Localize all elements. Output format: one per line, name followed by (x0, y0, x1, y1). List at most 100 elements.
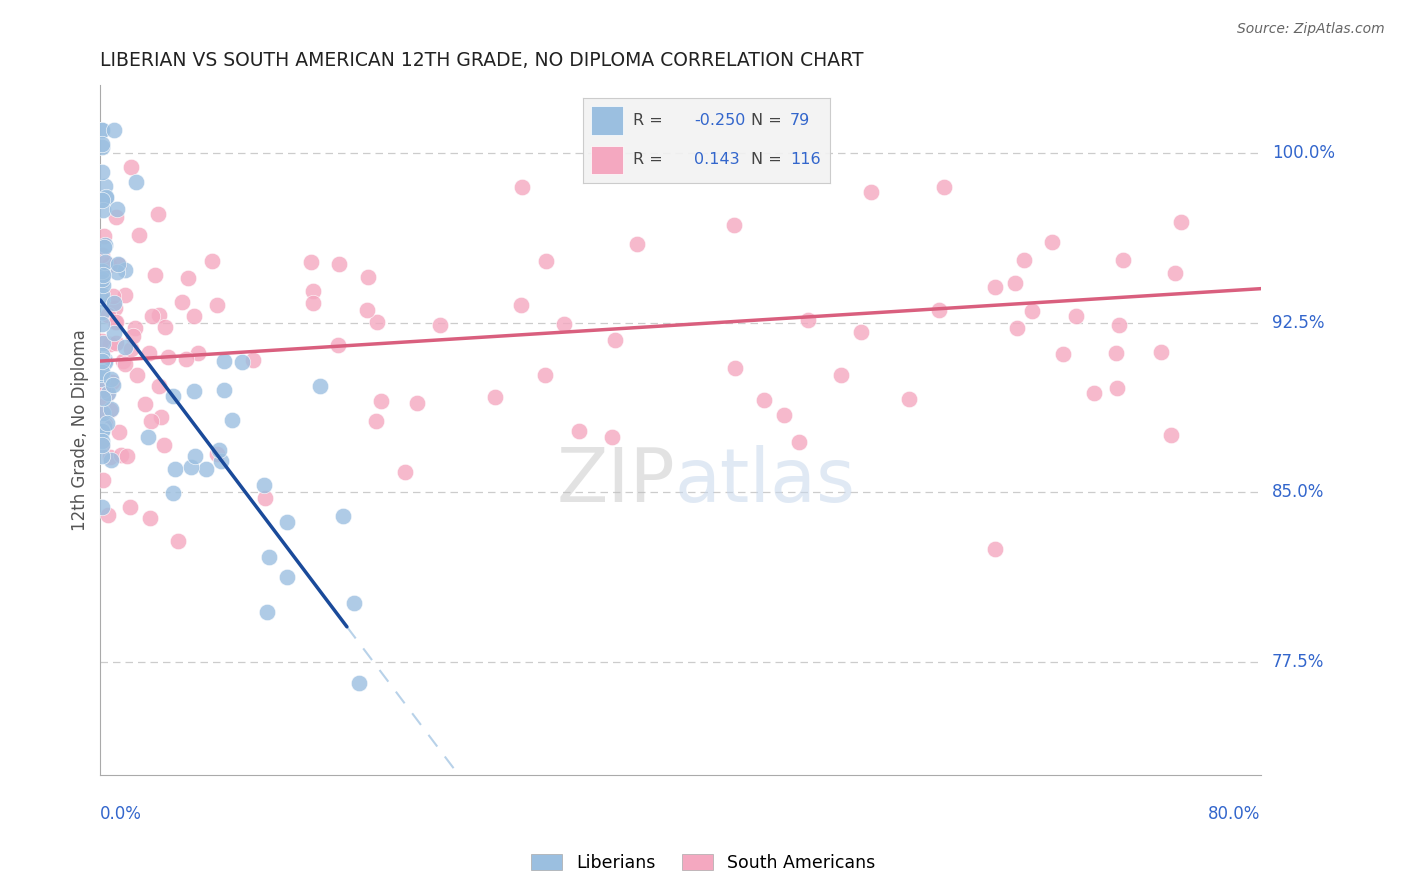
Point (276, 515, 298, 529)
Point (205, 447, 228, 461)
Point (114, 358, 136, 372)
Point (166, 534, 188, 549)
Point (1108, 318, 1130, 332)
Point (90, 194, 112, 208)
Point (112, 354, 135, 368)
Point (98, 450, 121, 464)
Point (1163, 266, 1185, 280)
Point (342, 596, 364, 610)
Point (94, 238, 117, 252)
Point (90, 318, 112, 332)
Point (773, 408, 796, 422)
Point (94, 417, 117, 431)
Point (103, 296, 125, 310)
Point (162, 485, 184, 500)
Point (1160, 428, 1182, 442)
Point (128, 227, 150, 242)
Point (90, 500, 112, 515)
Point (101, 375, 124, 389)
Point (90, 292, 112, 306)
Point (90, 423, 112, 437)
Point (849, 326, 872, 340)
Point (180, 460, 202, 475)
Point (105, 202, 128, 216)
Point (600, 430, 623, 444)
Point (105, 210, 128, 224)
Point (510, 179, 533, 194)
Point (104, 301, 127, 315)
Point (122, 329, 145, 343)
Point (114, 263, 136, 277)
Point (1150, 345, 1173, 359)
Point (125, 175, 148, 189)
Point (103, 326, 125, 341)
Y-axis label: 12th Grade, No Diploma: 12th Grade, No Diploma (72, 329, 89, 531)
Point (797, 313, 820, 327)
Point (830, 368, 852, 383)
Point (207, 443, 229, 458)
Point (97, 308, 120, 322)
Point (94, 255, 117, 269)
Point (91, 384, 114, 398)
Point (96, 191, 118, 205)
Point (105, 335, 128, 350)
Point (114, 288, 136, 302)
Point (257, 549, 280, 564)
Text: 116: 116 (790, 153, 821, 168)
Point (1112, 252, 1135, 267)
Point (105, 264, 128, 278)
Point (90, 140, 112, 154)
Point (301, 285, 323, 299)
Point (724, 360, 747, 375)
Text: N =: N = (751, 112, 782, 128)
Point (91, 473, 114, 487)
Text: R =: R = (633, 112, 662, 128)
Point (115, 450, 138, 464)
Point (370, 394, 392, 409)
Point (332, 508, 354, 523)
Point (110, 449, 132, 463)
Point (93, 229, 115, 244)
Point (104, 315, 127, 329)
Point (1083, 386, 1105, 401)
Point (253, 491, 276, 505)
Point (90, 419, 112, 434)
Point (90, 365, 112, 379)
Point (91, 434, 114, 449)
Point (347, 676, 370, 690)
Point (103, 123, 125, 137)
Point (91, 405, 114, 419)
Point (510, 298, 533, 312)
Point (155, 320, 177, 334)
Point (100, 452, 122, 467)
Text: 0.143: 0.143 (695, 153, 740, 168)
Point (299, 255, 322, 269)
Point (984, 280, 1007, 294)
Point (93, 353, 115, 368)
Point (787, 435, 810, 450)
Point (90, 165, 112, 179)
Point (177, 270, 200, 285)
Point (326, 338, 349, 352)
Point (90, 275, 112, 289)
Point (136, 430, 159, 444)
Point (141, 310, 163, 324)
Point (91, 335, 114, 350)
Point (984, 542, 1007, 557)
Point (120, 342, 142, 356)
Text: ZIP: ZIP (557, 445, 675, 518)
Point (97, 508, 120, 523)
Point (356, 302, 378, 317)
Bar (591, 145, 623, 175)
Point (124, 321, 146, 335)
Point (276, 570, 298, 584)
Point (91, 438, 114, 452)
Point (146, 206, 169, 220)
Point (90, 437, 112, 451)
Point (221, 412, 243, 426)
Point (174, 351, 197, 366)
Point (90, 248, 112, 262)
Text: 0.0%: 0.0% (100, 805, 142, 823)
Point (429, 318, 451, 333)
Point (187, 345, 209, 359)
